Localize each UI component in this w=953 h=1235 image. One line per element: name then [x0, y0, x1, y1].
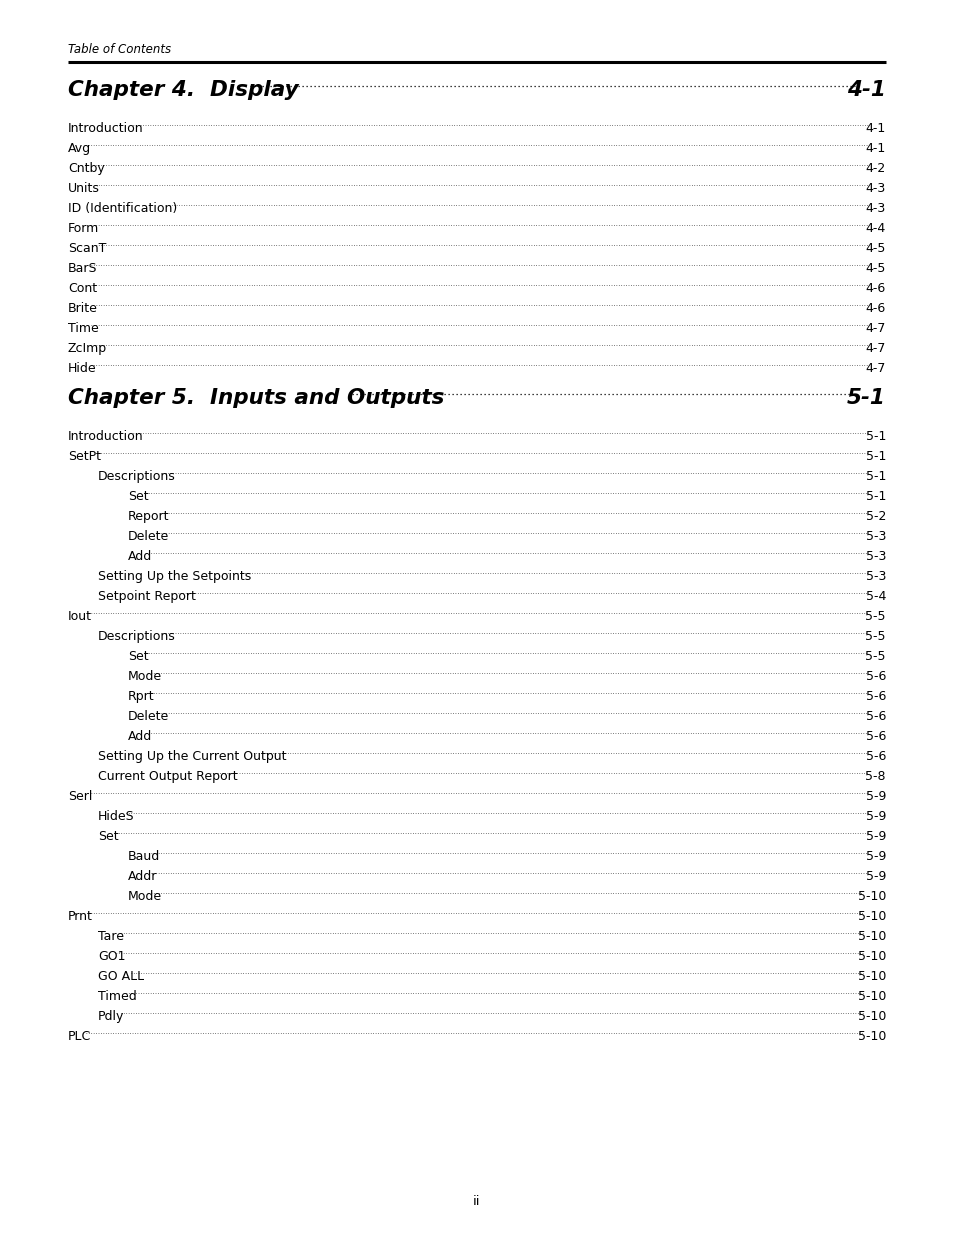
Text: Cntby: Cntby — [68, 162, 105, 175]
Text: 5-1: 5-1 — [864, 450, 885, 463]
Text: HideS: HideS — [98, 810, 134, 823]
Text: 5-9: 5-9 — [864, 830, 885, 844]
Text: Rprt: Rprt — [128, 690, 154, 703]
Text: Descriptions: Descriptions — [98, 471, 175, 483]
Text: Introduction: Introduction — [68, 430, 144, 443]
Text: 5-3: 5-3 — [864, 530, 885, 543]
Text: Pdly: Pdly — [98, 1010, 124, 1023]
Text: Mode: Mode — [128, 890, 162, 903]
Text: Chapter 4.  Display: Chapter 4. Display — [68, 80, 298, 100]
Text: SetPt: SetPt — [68, 450, 101, 463]
Text: 5-10: 5-10 — [857, 910, 885, 923]
Text: 5-5: 5-5 — [864, 610, 885, 622]
Text: 5-10: 5-10 — [857, 1030, 885, 1044]
Text: BarS: BarS — [68, 262, 97, 275]
Text: 5-3: 5-3 — [864, 550, 885, 563]
Text: ScanT: ScanT — [68, 242, 107, 254]
Text: 5-4: 5-4 — [864, 590, 885, 603]
Text: Time: Time — [68, 322, 99, 335]
Text: 4-5: 4-5 — [864, 242, 885, 254]
Text: Delete: Delete — [128, 710, 169, 722]
Text: Timed: Timed — [98, 990, 136, 1003]
Text: 4-7: 4-7 — [864, 362, 885, 375]
Text: 5-6: 5-6 — [864, 750, 885, 763]
Text: 5-10: 5-10 — [857, 890, 885, 903]
Text: 5-6: 5-6 — [864, 730, 885, 743]
Text: 5-3: 5-3 — [864, 571, 885, 583]
Text: Addr: Addr — [128, 869, 157, 883]
Text: 5-8: 5-8 — [864, 769, 885, 783]
Text: Table of Contents: Table of Contents — [68, 43, 171, 56]
Text: Cont: Cont — [68, 282, 97, 295]
Text: 5-9: 5-9 — [864, 869, 885, 883]
Text: Setting Up the Current Output: Setting Up the Current Output — [98, 750, 286, 763]
Text: 5-10: 5-10 — [857, 969, 885, 983]
Text: Iout: Iout — [68, 610, 91, 622]
Text: 5-6: 5-6 — [864, 690, 885, 703]
Text: 5-1: 5-1 — [846, 388, 885, 408]
Text: PLC: PLC — [68, 1030, 91, 1044]
Text: Setpoint Report: Setpoint Report — [98, 590, 195, 603]
Text: 4-3: 4-3 — [864, 203, 885, 215]
Text: Brite: Brite — [68, 303, 98, 315]
Text: Set: Set — [98, 830, 118, 844]
Text: 4-6: 4-6 — [864, 303, 885, 315]
Text: 5-10: 5-10 — [857, 1010, 885, 1023]
Text: Hide: Hide — [68, 362, 96, 375]
Text: 5-5: 5-5 — [864, 630, 885, 643]
Text: Chapter 5.  Inputs and Outputs: Chapter 5. Inputs and Outputs — [68, 388, 444, 408]
Text: Avg: Avg — [68, 142, 91, 156]
Text: Current Output Report: Current Output Report — [98, 769, 237, 783]
Text: Set: Set — [128, 490, 149, 503]
Text: Setting Up the Setpoints: Setting Up the Setpoints — [98, 571, 251, 583]
Text: Tare: Tare — [98, 930, 124, 944]
Text: 5-10: 5-10 — [857, 950, 885, 963]
Text: 5-2: 5-2 — [864, 510, 885, 522]
Text: Form: Form — [68, 222, 99, 235]
Text: 5-1: 5-1 — [864, 490, 885, 503]
Text: 5-6: 5-6 — [864, 671, 885, 683]
Text: 4-7: 4-7 — [864, 342, 885, 354]
Text: Delete: Delete — [128, 530, 169, 543]
Text: GO1: GO1 — [98, 950, 126, 963]
Text: Descriptions: Descriptions — [98, 630, 175, 643]
Text: ii: ii — [473, 1195, 480, 1208]
Text: 5-9: 5-9 — [864, 790, 885, 803]
Text: 4-2: 4-2 — [864, 162, 885, 175]
Text: Mode: Mode — [128, 671, 162, 683]
Text: ZcImp: ZcImp — [68, 342, 107, 354]
Text: GO ALL: GO ALL — [98, 969, 144, 983]
Text: Add: Add — [128, 730, 152, 743]
Text: Serl: Serl — [68, 790, 92, 803]
Text: 5-9: 5-9 — [864, 810, 885, 823]
Text: 4-7: 4-7 — [864, 322, 885, 335]
Text: Prnt: Prnt — [68, 910, 92, 923]
Text: Baud: Baud — [128, 850, 160, 863]
Text: 4-4: 4-4 — [864, 222, 885, 235]
Text: 4-3: 4-3 — [864, 182, 885, 195]
Text: 5-10: 5-10 — [857, 930, 885, 944]
Text: Introduction: Introduction — [68, 122, 144, 135]
Text: 5-6: 5-6 — [864, 710, 885, 722]
Text: 4-6: 4-6 — [864, 282, 885, 295]
Text: 5-10: 5-10 — [857, 990, 885, 1003]
Text: Report: Report — [128, 510, 170, 522]
Text: 5-9: 5-9 — [864, 850, 885, 863]
Text: ID (Identification): ID (Identification) — [68, 203, 177, 215]
Text: 5-1: 5-1 — [864, 430, 885, 443]
Text: 4-5: 4-5 — [864, 262, 885, 275]
Text: 4-1: 4-1 — [846, 80, 885, 100]
Text: 5-1: 5-1 — [864, 471, 885, 483]
Text: 5-5: 5-5 — [864, 650, 885, 663]
Text: Add: Add — [128, 550, 152, 563]
Text: Units: Units — [68, 182, 100, 195]
Text: 4-1: 4-1 — [864, 122, 885, 135]
Text: Set: Set — [128, 650, 149, 663]
Text: 4-1: 4-1 — [864, 142, 885, 156]
